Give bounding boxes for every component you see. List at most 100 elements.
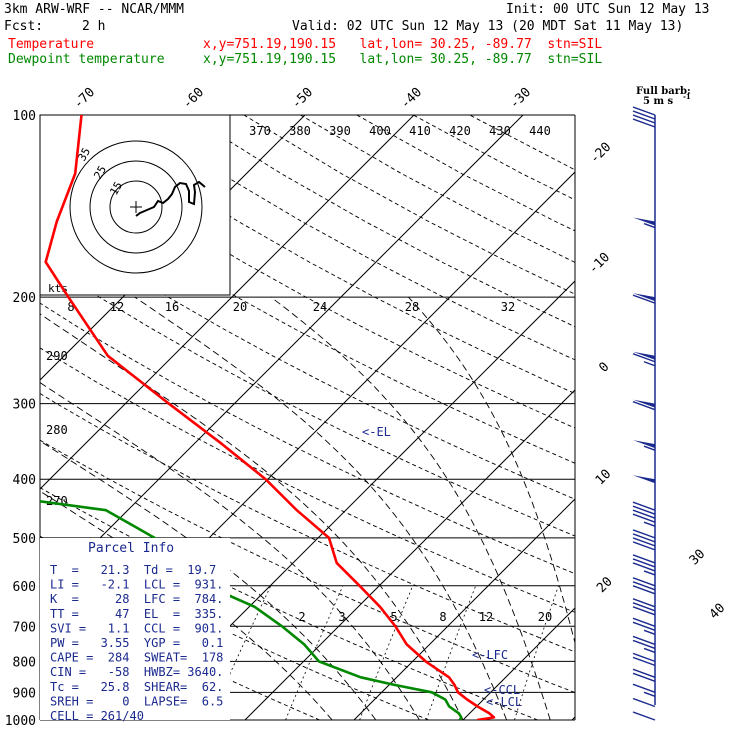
init-time: Init: 00 UTC Sun 12 May 13 bbox=[506, 2, 710, 17]
wind-barb bbox=[633, 217, 656, 229]
mixing-ratio-label: 5 bbox=[390, 610, 397, 624]
wind-barb bbox=[633, 440, 656, 451]
temperature-tick: -10 bbox=[586, 250, 613, 277]
wind-barb bbox=[632, 598, 656, 616]
pressure-label: 800 bbox=[13, 655, 36, 670]
left-theta-label: 280 bbox=[46, 423, 68, 437]
wind-barbs bbox=[632, 106, 656, 721]
hodograph-box bbox=[39, 114, 231, 296]
isotherm bbox=[353, 498, 575, 720]
parcel-info-row: CIN = -58 HWBZ= 3640. bbox=[50, 665, 223, 679]
temperature-tick: -70 bbox=[71, 85, 98, 112]
dry-adiabat bbox=[40, 347, 575, 613]
dry-adiabat bbox=[40, 392, 575, 653]
dry-adiabat bbox=[40, 172, 575, 464]
level-label-lcl: <-LCL bbox=[486, 695, 522, 709]
parcel-info-row: SVI = 1.1 CCL = 901. bbox=[50, 621, 223, 635]
barb-legend-line1: Full barb: bbox=[636, 86, 691, 97]
temperature-legend: Temperature bbox=[8, 37, 95, 52]
pressure-label: 900 bbox=[13, 686, 36, 701]
wind-barb bbox=[632, 683, 656, 697]
temperature-tick: 0 bbox=[596, 360, 612, 376]
barb-legend-sup: -1 bbox=[683, 92, 691, 101]
level-label-el: <-EL bbox=[362, 425, 391, 439]
temperature-tick: -40 bbox=[398, 85, 425, 112]
theta-label: 440 bbox=[529, 124, 551, 138]
parcel-info-row: CELL = 261/40 bbox=[50, 709, 144, 723]
wind-barb bbox=[632, 501, 656, 527]
mixing-ratio-label: 20 bbox=[538, 610, 552, 624]
moist-adiabat-label: 24 bbox=[313, 300, 327, 314]
wind-barb bbox=[632, 529, 656, 551]
isotherm bbox=[40, 115, 524, 599]
temperature-tick: 40 bbox=[707, 601, 729, 623]
dry-adiabat bbox=[40, 215, 575, 500]
theta-label: 370 bbox=[249, 124, 271, 138]
dry-adiabat bbox=[40, 487, 538, 720]
theta-label: 400 bbox=[369, 124, 391, 138]
wind-barb bbox=[632, 293, 656, 304]
hodograph-label-35: 35 bbox=[75, 146, 93, 164]
barb-legend: Full barb: 5 m s -1 bbox=[636, 86, 691, 107]
isotherm bbox=[244, 389, 575, 720]
pressure-label: 600 bbox=[13, 580, 36, 595]
mixing-ratio-label: 3 bbox=[338, 610, 345, 624]
temperature-tick: 30 bbox=[687, 547, 709, 569]
parcel-info-row: TT = 47 EL = 335. bbox=[50, 607, 223, 621]
hodograph-label-15: 15 bbox=[107, 180, 125, 198]
temperature-location: x,y=751.19,190.15 lat,lon= 30.25, -89.77… bbox=[203, 37, 603, 52]
wind-barb bbox=[632, 697, 656, 708]
hodograph: 35 25 15 kts bbox=[39, 114, 231, 296]
hodograph-ring-25 bbox=[89, 160, 183, 254]
parcel-info-title: Parcel Info bbox=[88, 541, 174, 556]
moist-adiabat-label: 8 bbox=[67, 300, 74, 314]
pressure-label: 200 bbox=[13, 291, 36, 306]
pressure-label: 100 bbox=[13, 109, 36, 124]
hodograph-label-25: 25 bbox=[91, 164, 109, 182]
hodograph-trace bbox=[135, 180, 206, 217]
isotherm bbox=[135, 280, 575, 720]
barb-legend-line2: 5 m s bbox=[643, 96, 674, 107]
temperature-tick: -20 bbox=[587, 140, 614, 167]
hodograph-units: kts bbox=[48, 282, 68, 295]
dry-adiabat bbox=[40, 302, 575, 575]
dry-adiabat bbox=[300, 115, 575, 263]
wind-barb bbox=[632, 635, 656, 654]
temperature-tick: 20 bbox=[594, 574, 616, 596]
wind-barb bbox=[632, 668, 656, 682]
model-title: 3km ARW-WRF -- NCAR/MMM bbox=[4, 2, 185, 17]
left-theta-label: 290 bbox=[46, 349, 68, 363]
dry-adiabat bbox=[187, 115, 575, 328]
theta-label: 390 bbox=[329, 124, 351, 138]
wind-barb bbox=[633, 475, 655, 484]
parcel-info-row: CAPE = 284 SWEAT= 178 bbox=[50, 651, 223, 665]
theta-label: 430 bbox=[489, 124, 511, 138]
dewpoint-legend: Dewpoint temperature bbox=[8, 52, 165, 67]
temperature-profile bbox=[44, 115, 496, 720]
parcel-info: Parcel Info T = 21.3 Td = 19.7LI = -2.1 … bbox=[40, 538, 230, 723]
wind-barb bbox=[632, 106, 656, 128]
mixing-ratio-label: 2 bbox=[298, 610, 305, 624]
isotherm bbox=[571, 716, 575, 720]
isotherm bbox=[681, 115, 740, 720]
level-label-ccl: <-CCL bbox=[484, 683, 520, 697]
dry-adiabat bbox=[130, 115, 575, 361]
wind-barb bbox=[632, 711, 656, 721]
temperature-tick: -30 bbox=[507, 85, 534, 112]
parcel-info-row: T = 21.3 Td = 19.7 bbox=[50, 563, 216, 577]
isotherm bbox=[462, 607, 575, 720]
dry-adiabat bbox=[243, 115, 575, 295]
mixing-ratio-label: 12 bbox=[479, 610, 493, 624]
mixing-ratio-label: 8 bbox=[439, 610, 446, 624]
isotherm bbox=[40, 115, 415, 490]
wind-barb bbox=[632, 577, 656, 595]
pressure-label: 700 bbox=[13, 620, 36, 635]
moist-adiabat bbox=[40, 440, 377, 720]
mixing-ratio-line bbox=[285, 585, 344, 720]
parcel-info-row: LI = -2.1 LCL = 931. bbox=[50, 578, 223, 592]
moist-adiabat-label: 16 bbox=[165, 300, 179, 314]
theta-label: 380 bbox=[289, 124, 311, 138]
theta-label: 410 bbox=[409, 124, 431, 138]
pressure-label: 400 bbox=[13, 473, 36, 488]
wind-barb bbox=[632, 617, 656, 635]
